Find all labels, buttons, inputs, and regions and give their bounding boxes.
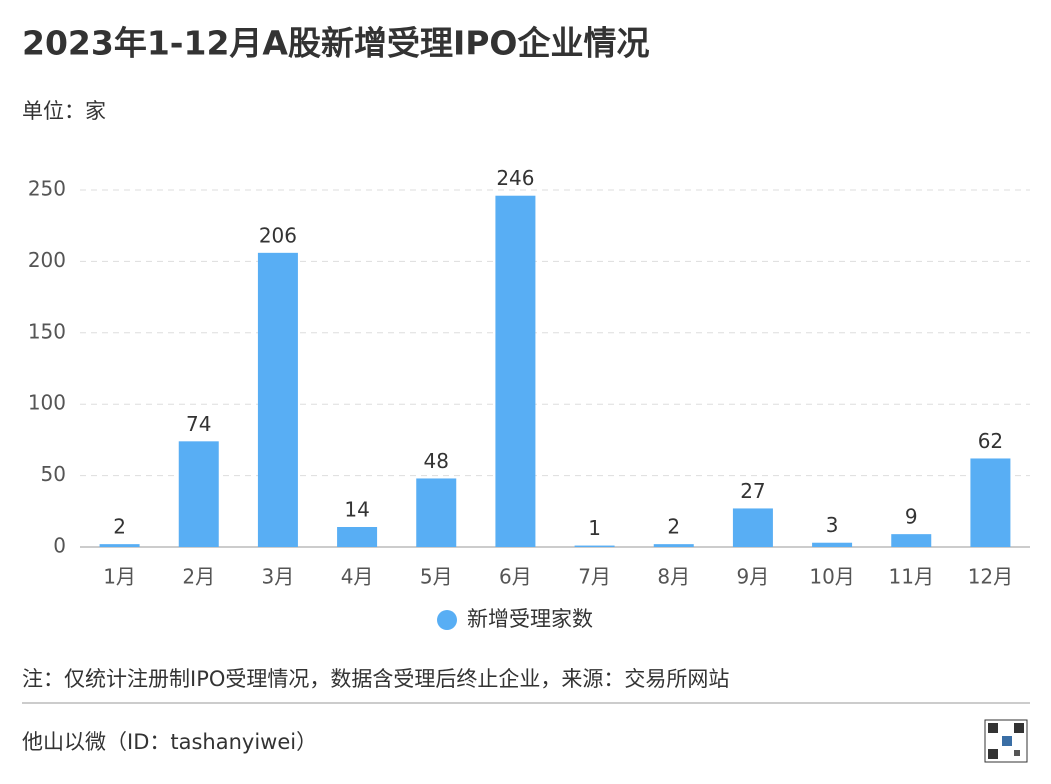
x-tick-label: 4月 bbox=[341, 565, 374, 589]
x-tick-label: 6月 bbox=[499, 565, 532, 589]
note: 注：仅统计注册制IPO受理情况，数据含受理后终止企业，来源：交易所网站 bbox=[22, 667, 729, 691]
data-label: 1 bbox=[588, 516, 601, 540]
chart-title: 2023年1-12月A股新增受理IPO企业情况 bbox=[22, 24, 649, 63]
x-tick-label: 5月 bbox=[420, 565, 453, 589]
data-label: 3 bbox=[826, 513, 839, 537]
bar bbox=[416, 478, 457, 547]
bar bbox=[495, 195, 536, 547]
footer: 他山以微（ID：tashanyiwei） bbox=[22, 730, 317, 754]
data-label: 246 bbox=[496, 166, 534, 190]
y-tick-label: 200 bbox=[28, 248, 66, 272]
bar bbox=[99, 544, 140, 547]
legend-label: 新增受理家数 bbox=[467, 607, 593, 631]
y-tick-label: 100 bbox=[28, 391, 66, 415]
legend-marker bbox=[437, 610, 457, 630]
data-label: 2 bbox=[113, 515, 126, 539]
data-label: 27 bbox=[740, 479, 765, 503]
x-tick-label: 1月 bbox=[103, 565, 136, 589]
bar bbox=[337, 527, 378, 547]
bar bbox=[257, 252, 298, 547]
x-tick-label: 3月 bbox=[262, 565, 295, 589]
qr-code bbox=[984, 719, 1028, 763]
bar bbox=[732, 508, 773, 547]
x-tick-label: 11月 bbox=[889, 565, 934, 589]
bar bbox=[574, 545, 615, 547]
data-label: 9 bbox=[905, 505, 918, 529]
y-tick-label: 0 bbox=[53, 534, 66, 558]
y-tick-label: 150 bbox=[28, 319, 66, 343]
x-tick-label: 7月 bbox=[578, 565, 611, 589]
data-label: 14 bbox=[344, 498, 369, 522]
data-label: 2 bbox=[667, 515, 680, 539]
data-label: 48 bbox=[424, 449, 449, 473]
data-label: 62 bbox=[978, 429, 1003, 453]
unit-label: 单位：家 bbox=[22, 99, 106, 123]
x-tick-label: 12月 bbox=[968, 565, 1013, 589]
x-tick-label: 9月 bbox=[737, 565, 770, 589]
bar bbox=[812, 542, 853, 547]
bar bbox=[970, 458, 1011, 547]
data-label: 74 bbox=[186, 412, 211, 436]
x-tick-label: 10月 bbox=[809, 565, 854, 589]
data-label: 206 bbox=[259, 223, 297, 247]
x-tick-label: 8月 bbox=[657, 565, 690, 589]
y-tick-label: 50 bbox=[41, 462, 66, 486]
x-tick-label: 2月 bbox=[182, 565, 215, 589]
bar bbox=[653, 544, 694, 547]
bar bbox=[891, 534, 932, 547]
bar bbox=[178, 441, 219, 547]
y-tick-label: 250 bbox=[28, 177, 66, 201]
